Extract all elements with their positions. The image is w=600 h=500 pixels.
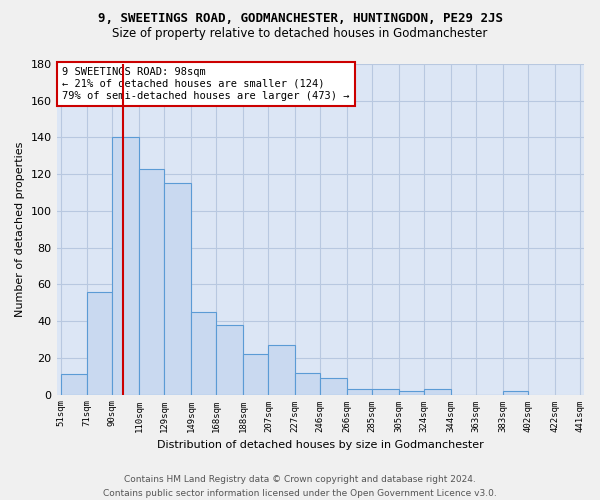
Bar (320, 378, 347, 394)
Bar (399, 391, 424, 394)
X-axis label: Distribution of detached houses by size in Godmanchester: Distribution of detached houses by size … (157, 440, 484, 450)
Y-axis label: Number of detached properties: Number of detached properties (15, 142, 25, 317)
Text: 9, SWEETINGS ROAD, GODMANCHESTER, HUNTINGDON, PE29 2JS: 9, SWEETINGS ROAD, GODMANCHESTER, HUNTIN… (97, 12, 503, 26)
Bar (372, 389, 399, 394)
Bar (295, 372, 320, 394)
Bar (243, 354, 268, 395)
Bar (61, 374, 87, 394)
Text: 9 SWEETINGS ROAD: 98sqm
← 21% of detached houses are smaller (124)
79% of semi-d: 9 SWEETINGS ROAD: 98sqm ← 21% of detache… (62, 68, 349, 100)
Bar (191, 312, 217, 394)
Text: Size of property relative to detached houses in Godmanchester: Size of property relative to detached ho… (112, 28, 488, 40)
Bar (268, 345, 295, 395)
Bar (503, 391, 528, 394)
Bar (139, 168, 164, 394)
Bar (87, 292, 112, 395)
Text: Contains HM Land Registry data © Crown copyright and database right 2024.
Contai: Contains HM Land Registry data © Crown c… (103, 476, 497, 498)
Bar (347, 389, 372, 394)
Bar (424, 389, 451, 394)
Bar (164, 184, 191, 394)
Bar (217, 325, 243, 394)
Bar (112, 138, 139, 394)
